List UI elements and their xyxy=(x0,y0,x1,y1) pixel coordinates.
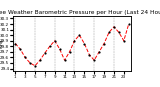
Point xyxy=(68,51,71,53)
Point xyxy=(103,43,105,44)
Point xyxy=(73,40,76,41)
Point xyxy=(19,48,21,50)
Point xyxy=(118,32,120,33)
Point xyxy=(14,43,16,44)
Point xyxy=(128,23,130,25)
Point xyxy=(34,65,36,66)
Point xyxy=(53,40,56,41)
Point xyxy=(123,40,125,41)
Point xyxy=(44,52,46,54)
Point xyxy=(98,51,100,53)
Point xyxy=(24,57,26,58)
Point xyxy=(88,54,91,55)
Point xyxy=(93,60,96,61)
Title: Milwaukee Weather Barometric Pressure per Hour (Last 24 Hours): Milwaukee Weather Barometric Pressure pe… xyxy=(0,10,160,15)
Point xyxy=(78,34,81,36)
Point xyxy=(63,60,66,61)
Point xyxy=(29,62,31,64)
Point xyxy=(108,32,110,33)
Point xyxy=(83,43,86,44)
Text: inHg: inHg xyxy=(0,39,3,48)
Point xyxy=(39,60,41,61)
Point xyxy=(113,26,115,27)
Point xyxy=(58,48,61,50)
Point xyxy=(48,46,51,47)
